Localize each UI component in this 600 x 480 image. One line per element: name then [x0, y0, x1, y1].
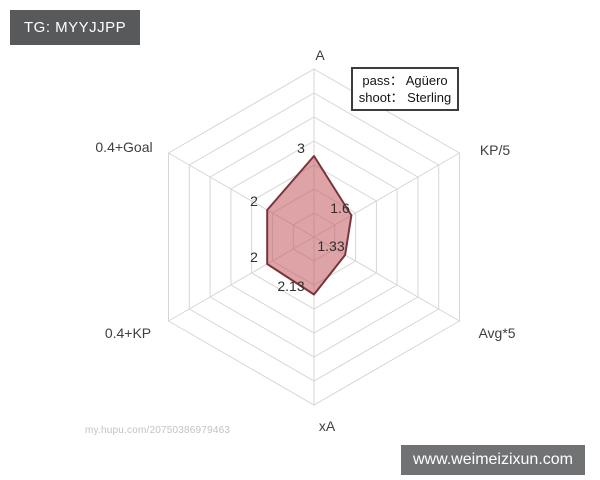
header-badge: TG: MYYJJPP	[10, 10, 141, 45]
legend-box: pass： Agüero shoot： Sterling	[351, 67, 459, 111]
value-label-kp5: 1.6	[330, 200, 350, 216]
axis-label-avg5: Avg*5	[478, 325, 516, 341]
axis-label-a: A	[315, 47, 325, 63]
axis-label-xa: xA	[318, 418, 336, 434]
legend-line-pass: pass： Agüero	[362, 73, 448, 88]
value-label-avg5: 1.33	[317, 238, 345, 254]
value-label-04kp: 2	[250, 249, 258, 265]
value-label-04goal: 2	[250, 193, 258, 209]
footer-badge: www.weimeizixun.com	[400, 445, 585, 475]
axis-label-04goal: 0.4+Goal	[95, 139, 153, 155]
value-label-xa: 2.13	[277, 278, 305, 294]
axis-label-kp5: KP/5	[479, 142, 511, 158]
legend-line-shoot: shoot： Sterling	[358, 90, 452, 105]
axis-label-04kp: 0.4+KP	[104, 325, 152, 341]
watermark-text: my.hupu.com/20750386979463	[85, 425, 231, 436]
value-label-a: 3	[297, 140, 305, 156]
